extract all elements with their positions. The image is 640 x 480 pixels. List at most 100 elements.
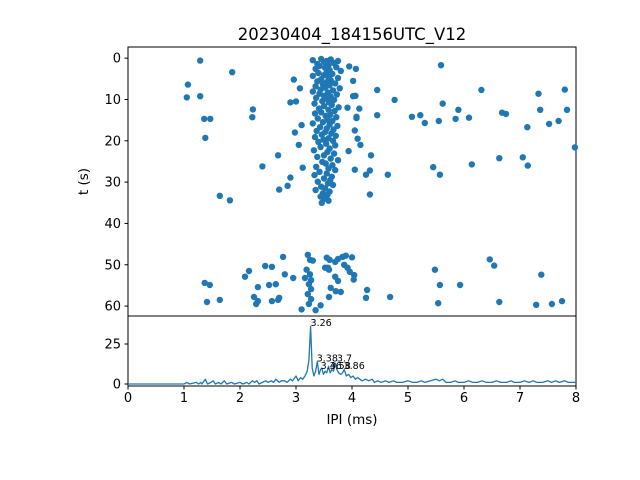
scatter-point [314, 115, 321, 122]
scatter-point [241, 273, 249, 280]
scatter-point [254, 283, 262, 291]
scatter-point [345, 147, 352, 155]
scatter-point [367, 152, 375, 159]
scatter-point [311, 133, 319, 141]
scatter-point [352, 65, 360, 73]
scatter-point [524, 162, 531, 169]
scatter-point [357, 141, 364, 149]
scatter-point [350, 276, 357, 283]
scatter-point [333, 63, 340, 71]
scatter-point [306, 271, 314, 278]
scatter-point [202, 134, 209, 142]
x-tick-label: 8 [572, 391, 580, 406]
scatter-point [478, 86, 485, 94]
x-tick-label: 3 [292, 391, 300, 406]
scatter-point [545, 120, 553, 128]
scatter-point [330, 150, 338, 157]
scatter-point [313, 127, 320, 135]
histogram-line [128, 325, 576, 385]
scatter-point [353, 113, 360, 121]
scatter-point [321, 185, 329, 192]
scatter-point [311, 100, 318, 107]
scatter-point [334, 74, 342, 82]
peak-annotation: 3.46 [321, 361, 342, 372]
peak-annotation: 3.26 [311, 318, 332, 329]
scatter-point [436, 281, 444, 289]
scatter-point [249, 114, 256, 121]
scatter-point [309, 57, 316, 64]
scatter-point [320, 102, 328, 110]
scatter-point [431, 266, 439, 273]
scatter-point [314, 153, 321, 161]
x-tick-label: 5 [404, 391, 412, 406]
scatter-point [325, 197, 332, 204]
scatter-point [287, 174, 294, 181]
scatter-point [326, 256, 333, 263]
scatter-point [287, 99, 294, 106]
scatter-point [309, 120, 316, 127]
y-tick-label: 25 [104, 338, 121, 353]
y-tick-label: 60 [104, 300, 121, 315]
scatter-point [362, 294, 370, 301]
scatter-point [307, 285, 315, 293]
scatter-point [184, 81, 192, 88]
scatter-point [250, 293, 258, 301]
scatter-point [421, 119, 428, 127]
scatter-point [391, 96, 398, 104]
scatter-point [333, 91, 341, 98]
scatter-point [352, 92, 359, 100]
scatter-point [312, 186, 319, 194]
scatter-point [310, 147, 318, 154]
scatter-point [226, 197, 234, 204]
peak-annotation: 3.86 [344, 361, 365, 372]
scatter-point [301, 274, 309, 282]
scatter-point [349, 77, 357, 85]
scatter-point [295, 141, 302, 149]
scatter-point [327, 284, 334, 292]
scatter-point [384, 171, 391, 178]
x-axis-label: IPI (ms) [326, 412, 377, 428]
scatter-point [320, 58, 328, 66]
scatter-point [558, 297, 566, 305]
scatter-point [386, 293, 394, 301]
scatter-point [362, 171, 370, 178]
scatter-point [435, 117, 442, 125]
scatter-point [290, 274, 297, 282]
scatter-point [325, 293, 333, 301]
scatter-point [299, 164, 306, 171]
scatter-point [332, 166, 339, 174]
scatter-point [276, 186, 283, 193]
scatter-point [316, 168, 323, 175]
scatter-point [274, 296, 282, 304]
scatter-point [318, 199, 325, 206]
scatter-point [332, 288, 339, 295]
y-tick-label: 30 [104, 176, 121, 191]
scatter-point [351, 127, 358, 134]
scatter-point [437, 61, 445, 69]
y-tick-label: 20 [104, 134, 121, 149]
scatter-point [320, 175, 328, 182]
figure-title: 20230404_184156UTC_V12 [238, 25, 466, 45]
scatter-point [486, 256, 493, 263]
x-tick-label: 1 [180, 391, 188, 406]
scatter-point [496, 298, 503, 306]
scatter-point [183, 94, 190, 101]
scatter-point [201, 115, 208, 123]
scatter-point [329, 181, 337, 189]
scatter-point [322, 160, 329, 167]
peak-annotation: 3.38 [317, 354, 338, 365]
x-tick-label: 0 [124, 391, 132, 406]
scatter-point [216, 296, 223, 304]
scatter-point [374, 86, 381, 94]
scatter-point [465, 114, 473, 121]
scatter-point [281, 271, 288, 278]
scatter-point [455, 106, 462, 114]
scatter-point [245, 267, 253, 275]
y-tick-label: 0 [113, 52, 121, 67]
scatter-point [491, 262, 498, 269]
scatter-point [524, 124, 531, 131]
scatter-point [311, 110, 319, 117]
scatter-point [502, 110, 510, 118]
scatter-point [456, 281, 464, 289]
scatter-point [314, 178, 321, 185]
